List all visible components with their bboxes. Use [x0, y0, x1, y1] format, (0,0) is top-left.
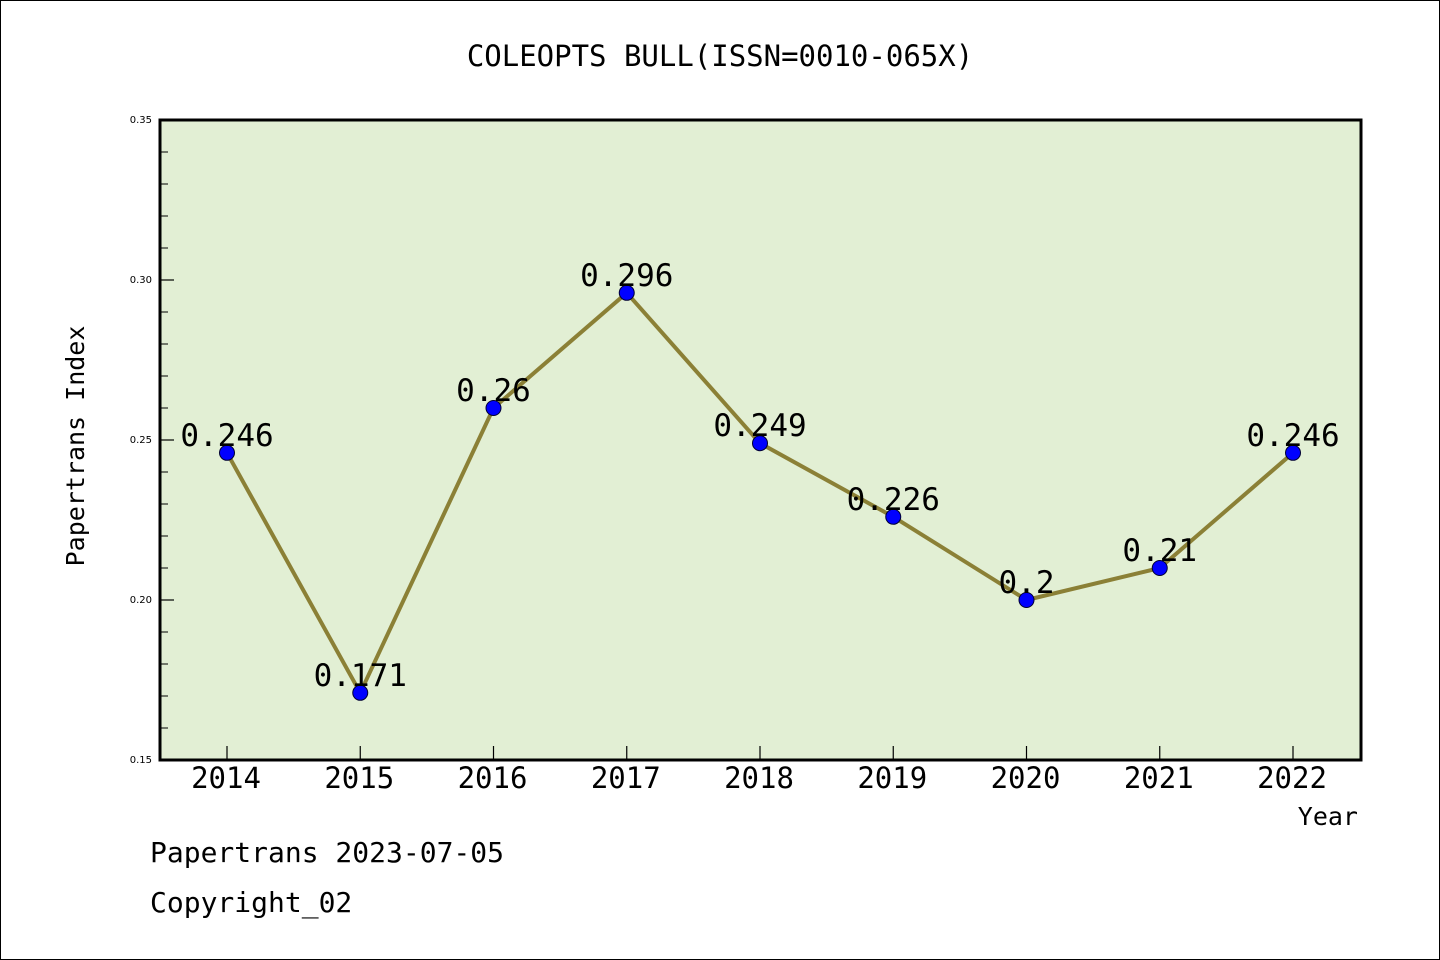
x-tick-label: 2019 — [857, 761, 927, 795]
data-point — [485, 400, 502, 416]
footer-date-text: Papertrans 2023-07-05 — [150, 836, 505, 869]
data-point — [1018, 592, 1035, 608]
data-point — [752, 435, 768, 452]
chart-title: COLEOPTS BULL(ISSN=0010-065X) — [467, 39, 973, 73]
x-tick-label: 2014 — [191, 761, 261, 795]
data-label: 0.26 — [456, 373, 531, 409]
data-label: 0.249 — [713, 408, 806, 444]
x-tick-label: 2015 — [324, 761, 394, 795]
data-label: 0.21 — [1122, 533, 1197, 569]
x-tick-label: 2021 — [1124, 761, 1194, 795]
data-label: 0.226 — [847, 482, 940, 518]
data-labels: 0.246 0.171 0.26 0.296 0.249 0.226 0.2 0.21 0.24… — [180, 258, 1339, 694]
y-tick-label: 0.15 — [130, 755, 152, 766]
x-axis-label: Year — [1298, 802, 1358, 831]
data-label: 0.2 — [999, 565, 1055, 601]
data-point — [352, 684, 369, 701]
y-tick-label: 0.30 — [130, 275, 152, 286]
x-tick-label: 2022 — [1257, 761, 1327, 795]
data-label: 0.246 — [1246, 418, 1339, 454]
data-point — [618, 284, 635, 301]
data-label: 0.246 — [180, 418, 273, 454]
x-tick-label: 2020 — [991, 761, 1061, 795]
x-tick-label: 2017 — [591, 761, 661, 795]
y-axis: 0.15 0.20 0.25 0.30 0.35 — [130, 115, 174, 766]
data-point — [1151, 560, 1168, 576]
y-tick-label: 0.35 — [130, 115, 152, 126]
data-points — [219, 284, 1301, 701]
data-label: 0.171 — [314, 658, 407, 694]
x-tick-label: 2018 — [724, 761, 794, 795]
y-axis-label: Papertrans Index — [61, 326, 90, 567]
y-tick-label: 0.25 — [130, 435, 152, 446]
data-point — [885, 508, 902, 525]
data-label: 0.296 — [580, 258, 673, 294]
x-axis: 2014 2015 2016 2017 2018 2019 2020 2021 2022 — [191, 746, 1327, 795]
data-point — [219, 444, 235, 461]
y-tick-label: 0.20 — [130, 595, 152, 606]
footer-copyright-text: Copyright_02 — [150, 886, 353, 919]
x-tick-label: 2016 — [458, 761, 528, 795]
data-point — [1285, 444, 1301, 461]
